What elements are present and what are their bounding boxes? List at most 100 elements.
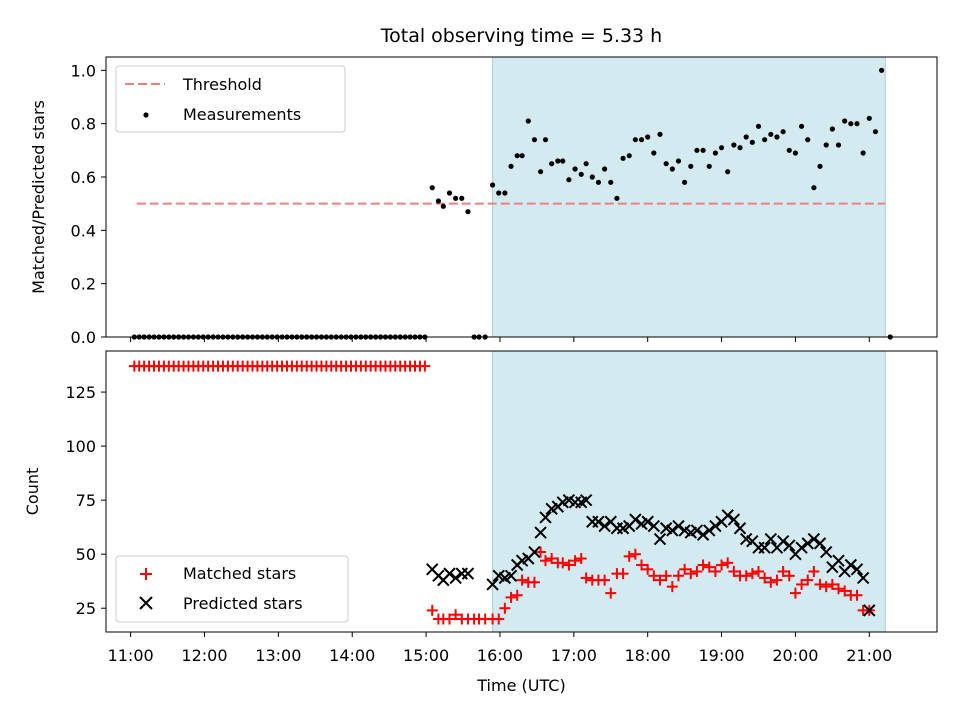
measurement-point-131 bbox=[860, 150, 866, 156]
predicted-star-point-10 bbox=[504, 569, 518, 583]
matched-star-point-122 bbox=[802, 574, 814, 586]
measurement-point-106 bbox=[706, 163, 712, 169]
measurement-point-126 bbox=[829, 126, 835, 132]
matched-star-point-99 bbox=[660, 570, 672, 582]
predicted-star-point-31 bbox=[629, 513, 642, 526]
measurement-point-112 bbox=[743, 134, 749, 140]
x-tick-label: 20:00 bbox=[772, 646, 818, 665]
matched-star-point-97 bbox=[648, 570, 660, 582]
bottom-legend-box bbox=[115, 555, 349, 623]
matched-star-point-128 bbox=[839, 585, 851, 597]
measurement-point-117 bbox=[774, 134, 780, 140]
measurement-point-115 bbox=[762, 137, 768, 143]
matched-star-point-109 bbox=[722, 557, 734, 569]
legend-measurements-swatch bbox=[143, 112, 149, 118]
matched-star-point-125 bbox=[820, 581, 832, 593]
matched-star-point-78 bbox=[535, 546, 547, 558]
predicted-star-point-43 bbox=[703, 524, 716, 537]
measurement-point-101 bbox=[675, 158, 682, 164]
predicted-star-point-69 bbox=[863, 604, 876, 617]
measurement-point-85 bbox=[578, 171, 584, 177]
measurement-point-76 bbox=[525, 118, 531, 124]
measurement-point-71 bbox=[496, 190, 502, 196]
measurement-point-61 bbox=[435, 198, 441, 204]
matched-star-point-119 bbox=[783, 570, 795, 582]
predicted-star-point-23 bbox=[579, 493, 593, 507]
measurement-point-64 bbox=[453, 195, 459, 201]
matched-star-point-64 bbox=[450, 609, 462, 621]
measurement-point-74 bbox=[514, 153, 520, 159]
measurement-point-133 bbox=[872, 129, 879, 135]
measurement-point-80 bbox=[549, 161, 555, 167]
top-y-tick-label: 0.2 bbox=[71, 275, 96, 294]
measurement-point-123 bbox=[811, 185, 817, 191]
bottom-y-axis-label: Count bbox=[23, 468, 42, 516]
matched-star-point-82 bbox=[557, 557, 569, 569]
matched-star-point-95 bbox=[636, 559, 648, 571]
measurement-point-100 bbox=[669, 166, 675, 172]
matched-star-point-110 bbox=[728, 565, 740, 577]
predicted-star-point-66 bbox=[844, 558, 858, 572]
matched-star-point-86 bbox=[580, 572, 592, 584]
matched-star-point-124 bbox=[814, 578, 826, 590]
x-tick-label: 13:00 bbox=[255, 646, 301, 665]
predicted-star-point-35 bbox=[653, 532, 667, 546]
predicted-star-point-7 bbox=[486, 578, 499, 591]
measurement-point-110 bbox=[731, 142, 737, 148]
top-y-ticks: 0.0 0.2 0.4 0.6 0.8 1.0 bbox=[71, 61, 106, 347]
x-tick-label: 16:00 bbox=[477, 646, 523, 665]
measurement-point-102 bbox=[682, 179, 688, 185]
chart-title: Total observing time = 5.33 h bbox=[380, 25, 662, 47]
predicted-star-point-5 bbox=[455, 567, 468, 580]
predicted-star-point-26 bbox=[598, 519, 611, 533]
measurement-point-94 bbox=[632, 137, 638, 143]
matched-star-point-102 bbox=[679, 563, 691, 575]
measurement-point-122 bbox=[805, 137, 811, 143]
matched-star-point-75 bbox=[516, 574, 528, 586]
matched-star-point-96 bbox=[642, 563, 654, 575]
measurement-point-90 bbox=[608, 179, 614, 185]
measurement-point-70 bbox=[489, 182, 496, 188]
top-y-tick-label: 1.0 bbox=[71, 61, 96, 80]
matched-star-point-90 bbox=[605, 587, 617, 599]
matched-star-point-60 bbox=[426, 604, 438, 616]
measurement-point-62 bbox=[440, 203, 446, 209]
matched-star-point-98 bbox=[654, 574, 666, 586]
predicted-star-point-47 bbox=[727, 513, 741, 526]
measurement-point-109 bbox=[725, 169, 731, 175]
matched-star-point-100 bbox=[666, 581, 678, 593]
predicted-star-point-62 bbox=[819, 545, 833, 559]
matched-star-point-83 bbox=[563, 559, 575, 571]
matched-star-point-77 bbox=[528, 576, 540, 588]
measurement-point-73 bbox=[508, 163, 514, 169]
measurement-point-130 bbox=[854, 121, 860, 127]
predicted-star-point-42 bbox=[696, 528, 710, 541]
matched-star-point-106 bbox=[703, 561, 715, 573]
matched-star-point-94 bbox=[629, 548, 641, 560]
matched-star-point-123 bbox=[808, 565, 820, 577]
matched-star-point-115 bbox=[759, 572, 771, 584]
matched-star-point-107 bbox=[709, 565, 721, 577]
predicted-star-point-16 bbox=[539, 511, 552, 524]
measurement-point-129 bbox=[848, 121, 854, 127]
matched-star-point-103 bbox=[685, 568, 697, 580]
predicted-star-point-38 bbox=[672, 519, 685, 533]
matched-star-point-59 bbox=[419, 360, 431, 372]
measurement-point-113 bbox=[749, 139, 755, 145]
measurement-point-104 bbox=[694, 147, 700, 153]
legend-matched-label: Matched stars bbox=[183, 564, 296, 583]
bottom-y-ticks: 25 50 75 100 125 bbox=[65, 383, 106, 618]
predicted-star-point-3 bbox=[443, 567, 456, 580]
x-tick-label: 19:00 bbox=[699, 646, 745, 665]
measurement-point-107 bbox=[712, 150, 719, 156]
x-tick-label: 17:00 bbox=[551, 646, 597, 665]
matched-star-point-116 bbox=[765, 576, 777, 588]
measurement-point-98 bbox=[657, 131, 663, 137]
top-y-tick-label: 0.6 bbox=[71, 168, 96, 187]
predicted-star-point-34 bbox=[647, 519, 661, 533]
measurement-point-111 bbox=[737, 145, 743, 151]
measurement-point-77 bbox=[531, 137, 538, 143]
matched-star-point-112 bbox=[740, 570, 752, 582]
bottom-y-tick-label: 125 bbox=[65, 383, 96, 402]
measurement-point-119 bbox=[786, 147, 792, 153]
